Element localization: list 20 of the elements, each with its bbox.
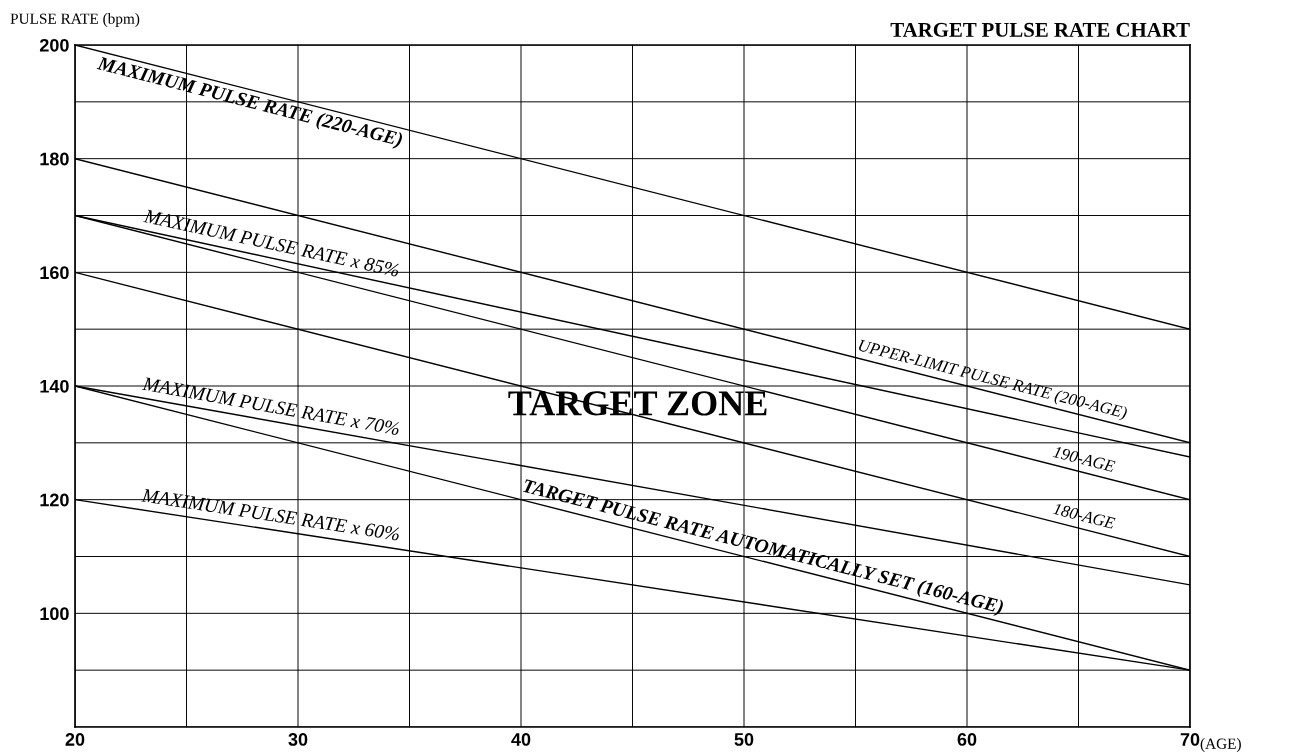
y-tick-label: 160	[40, 266, 69, 280]
x-tick-label: 70	[1180, 733, 1200, 746]
y-tick-label: 140	[40, 379, 69, 393]
y-axis-title: PULSE RATE (bpm)	[10, 13, 140, 27]
x-axis-title: (AGE)	[1200, 738, 1241, 752]
x-tick-label: 40	[511, 733, 531, 746]
annotation: MAXIMUM PULSE RATE x 70%	[141, 376, 400, 436]
annotation: 190-AGE	[1052, 445, 1116, 473]
x-tick-label: 60	[957, 733, 977, 746]
y-tick-label: 180	[40, 152, 69, 166]
x-tick-label: 30	[288, 733, 308, 746]
annotation: 180-AGE	[1052, 502, 1116, 530]
chart-title: TARGET PULSE RATE CHART	[890, 22, 1190, 37]
annotation: MAXIMUM PULSE RATE x 85%	[143, 209, 400, 278]
y-tick-label: 200	[39, 38, 69, 52]
annotation: MAXIMUM PULSE RATE x 60%	[141, 488, 400, 541]
y-tick-label: 120	[40, 493, 69, 507]
x-tick-label: 20	[65, 733, 85, 746]
y-tick-label: 100	[40, 607, 69, 621]
x-tick-label: 50	[734, 733, 754, 746]
